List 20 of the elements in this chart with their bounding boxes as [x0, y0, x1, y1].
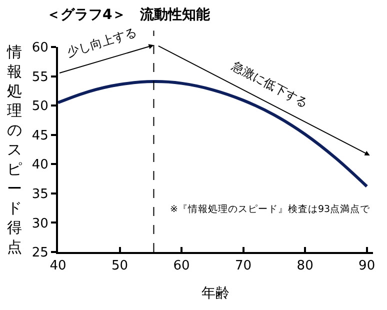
y-tick-label: 50 — [32, 99, 48, 114]
y-tick-label: 25 — [32, 246, 48, 261]
chart-title: ＜グラフ4＞ 流動性知能 — [46, 6, 212, 24]
y-tick-label: 30 — [32, 216, 48, 232]
x-tick-label: 40 — [50, 258, 66, 274]
x-tick-label: 70 — [235, 258, 252, 274]
x-axis-title: 年齢 — [202, 285, 230, 302]
annotation: 少し向上する — [65, 24, 138, 60]
y-tick-label: 45 — [32, 128, 48, 144]
annotation: 急激に低下する — [228, 58, 310, 110]
text: 情報処理のスピード得点 — [7, 43, 22, 256]
x-tick-label: 50 — [111, 258, 128, 274]
y-tick-label: 60 — [32, 40, 48, 56]
x-tick-label: 90 — [358, 258, 376, 274]
y-tick-label: 40 — [32, 158, 48, 173]
y-tick-label: 35 — [32, 186, 48, 202]
x-tick-label: 80 — [296, 258, 314, 274]
annotation: ※『情報処理のスピード』検査は93点満点で — [170, 203, 372, 215]
x-tick-label: 60 — [173, 258, 190, 274]
y-tick-label: 55 — [32, 70, 48, 85]
